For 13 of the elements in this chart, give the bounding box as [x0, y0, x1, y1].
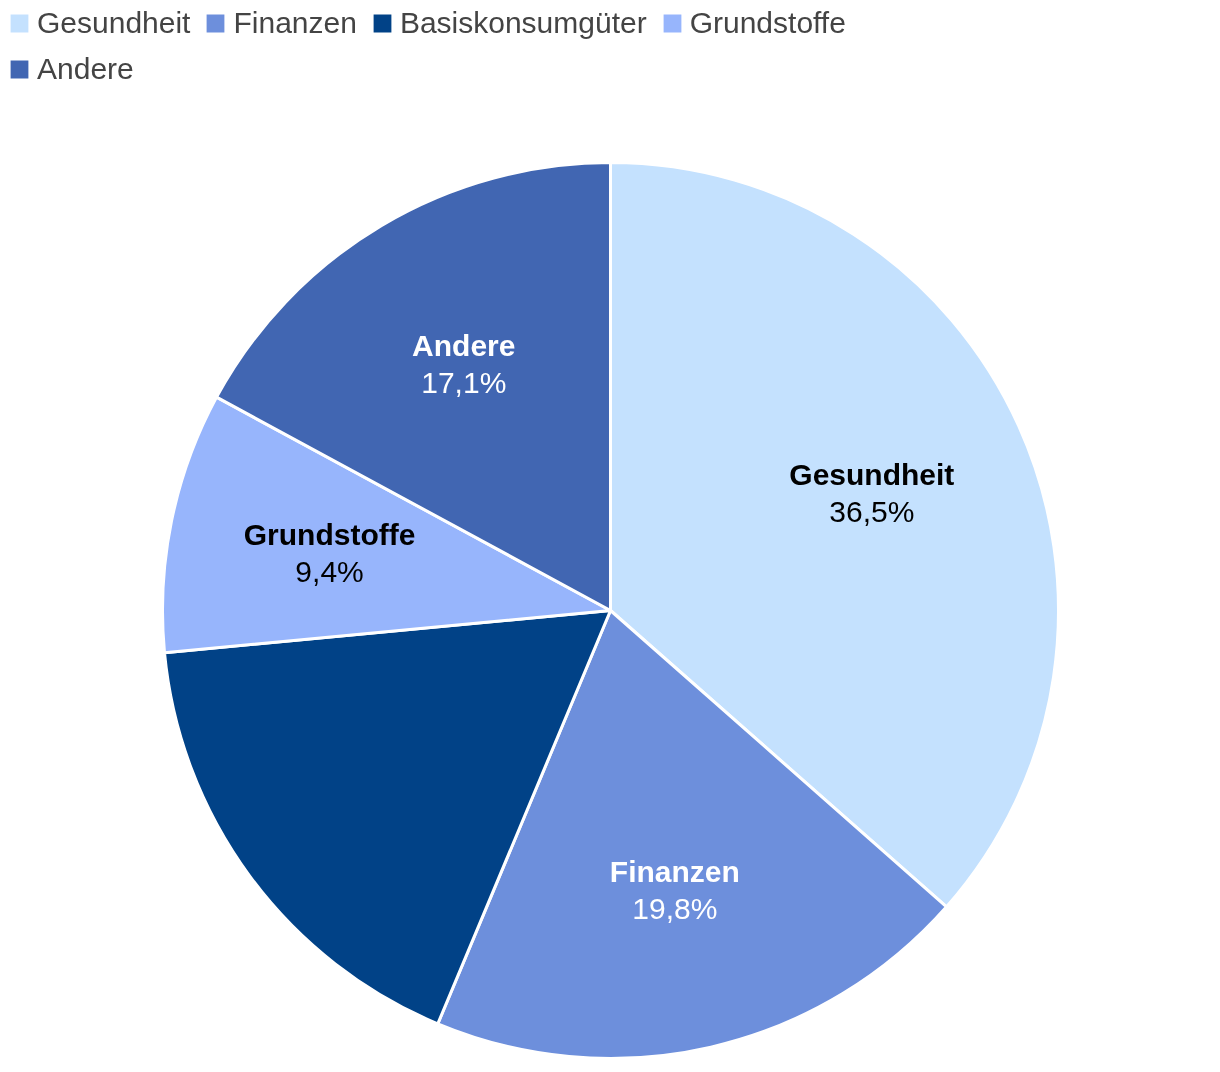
data-label: 9,4% — [295, 555, 364, 589]
slice-label: Gesundheit — [789, 457, 955, 491]
data-label: 19,8% — [632, 891, 718, 925]
slice-label: Andere — [412, 329, 516, 363]
legend-label: Finanzen — [233, 6, 357, 40]
data-label: 36,5% — [829, 494, 915, 528]
slice-label: Grundstoffe — [243, 518, 416, 552]
legend-label: Gesundheit — [37, 6, 191, 40]
slice-label: Finanzen — [609, 854, 740, 888]
legend-label: Andere — [37, 52, 134, 86]
legend-label: Grundstoffe — [689, 6, 846, 40]
legend-label: Basiskonsumgüter — [399, 6, 647, 40]
data-label: 17,1% — [421, 366, 507, 400]
